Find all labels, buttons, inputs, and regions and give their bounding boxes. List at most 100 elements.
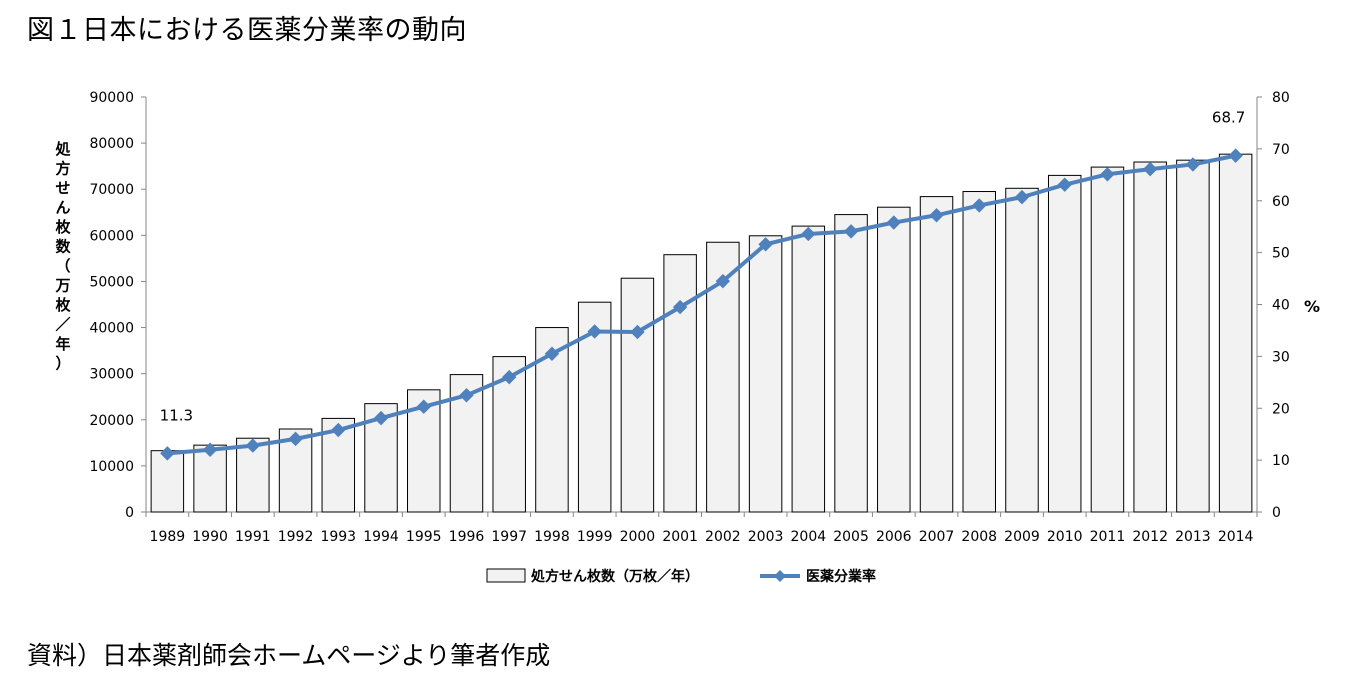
- rate-marker-1993: [331, 422, 346, 438]
- left-tick-label: 40000: [89, 321, 134, 337]
- bar-2013: [1176, 159, 1210, 513]
- right-tick-label: 60: [1272, 194, 1290, 210]
- bar-2012: [1133, 161, 1167, 513]
- left-tick-label: 50000: [89, 274, 134, 290]
- rate-marker-1999: [587, 324, 602, 339]
- x-tick-label: 1993: [320, 529, 356, 545]
- left-tick-label: 80000: [89, 136, 134, 152]
- x-tick-label: 2007: [919, 529, 955, 545]
- legend-bar-label: 処方せん枚数（万枚／年）: [530, 568, 699, 585]
- data-label-2014: 68.7: [1212, 109, 1245, 127]
- legend-bar-swatch: [486, 568, 526, 583]
- rate-marker-2013: [1185, 157, 1201, 172]
- x-tick-label: 2013: [1175, 529, 1211, 545]
- rate-marker-1991: [245, 438, 261, 453]
- right-tick-label: 70: [1272, 142, 1290, 158]
- x-tick-label: 2003: [748, 529, 784, 545]
- chart-labels: 11.3 68.7: [160, 109, 1246, 425]
- legend-line-marker: [774, 570, 786, 582]
- data-label-1989: 11.3: [160, 406, 193, 424]
- x-tick-label: 1990: [192, 529, 228, 545]
- rate-marker-2014: [1228, 148, 1243, 163]
- rate-marker-1992: [288, 431, 303, 447]
- right-tick-label: 80: [1272, 90, 1290, 106]
- rate-marker-1998: [544, 346, 560, 361]
- x-tick-label: 2005: [833, 529, 869, 545]
- bar-2007: [919, 196, 954, 513]
- right-tick-label: 30: [1272, 349, 1290, 365]
- right-tick-label: 10: [1272, 453, 1290, 469]
- x-tick-label: 1994: [363, 529, 399, 545]
- rate-marker-2001: [672, 299, 688, 315]
- left-tick-label: 90000: [89, 90, 134, 106]
- bar-2011: [1090, 166, 1125, 513]
- x-tick-label: 1995: [406, 529, 442, 545]
- rate-marker-2010: [1057, 177, 1072, 192]
- x-tick-label: 2012: [1132, 529, 1168, 545]
- right-tick-label: 50: [1272, 246, 1290, 262]
- x-tick-label: 2010: [1047, 529, 1083, 545]
- x-tick-label: 1998: [534, 529, 570, 545]
- y2-axis-label: %: [1304, 297, 1320, 316]
- right-tick-label: 40: [1272, 298, 1290, 314]
- bar-2006: [877, 206, 911, 513]
- bar-2001: [663, 254, 697, 513]
- x-tick-label: 2008: [961, 529, 997, 545]
- x-tick-label: 1991: [235, 529, 271, 545]
- bar-2014: [1218, 153, 1253, 513]
- rate-marker-2007: [929, 208, 944, 223]
- bar-2004: [791, 225, 826, 513]
- bar-2009: [1005, 187, 1039, 513]
- rate-marker-2000: [630, 324, 645, 340]
- rate-marker-2011: [1100, 167, 1115, 182]
- x-tick-label: 1996: [449, 529, 485, 545]
- x-tick-label: 2004: [791, 529, 827, 545]
- rate-marker-1995: [416, 399, 431, 414]
- left-tick-label: 70000: [89, 182, 134, 198]
- rate-marker-1990: [202, 442, 218, 457]
- x-tick-label: 2002: [705, 529, 741, 545]
- bar-series: [150, 153, 1253, 513]
- x-tick-label: 1997: [491, 529, 527, 545]
- x-tick-label: 1989: [150, 529, 186, 545]
- left-tick-label: 0: [125, 505, 134, 521]
- rate-marker-2012: [1142, 161, 1158, 177]
- bar-2003: [748, 235, 783, 513]
- x-tick-label: 2011: [1090, 529, 1126, 545]
- rate-marker-2005: [843, 224, 859, 239]
- rate-marker-1989: [160, 446, 175, 461]
- line-series: [160, 148, 1243, 461]
- rate-line: [167, 153, 1237, 456]
- x-tick-label: 1992: [278, 529, 314, 545]
- left-tick-label: 20000: [89, 413, 134, 429]
- x-tick-label: 2000: [620, 529, 656, 545]
- left-tick-label: 10000: [89, 459, 134, 475]
- bar-2008: [962, 191, 996, 513]
- bar-2010: [1047, 174, 1082, 513]
- rate-marker-2004: [801, 226, 816, 242]
- y-axis-label: 処方せん枚数（万枚／年）: [54, 140, 71, 373]
- source-note: 資料）日本薬剤師会ホームページより筆者作成: [27, 641, 551, 670]
- x-tick-label: 1999: [577, 529, 613, 545]
- x-tick-label: 2006: [876, 529, 912, 545]
- x-tick-label: 2001: [662, 529, 698, 545]
- bar-2000: [620, 277, 655, 513]
- rate-marker-2002: [715, 273, 731, 289]
- x-tick-label: 2009: [1004, 529, 1040, 545]
- x-tick-label: 2014: [1218, 529, 1254, 545]
- bar-2005: [834, 214, 868, 513]
- bar-1989: [150, 450, 185, 513]
- rate-marker-2003: [758, 237, 773, 252]
- rate-marker-1996: [459, 388, 474, 403]
- right-tick-label: 0: [1272, 505, 1281, 521]
- left-tick-label: 60000: [89, 228, 134, 244]
- rate-marker-2009: [1014, 189, 1030, 205]
- legend-line-label: 医薬分業率: [806, 568, 876, 585]
- left-tick-label: 30000: [89, 367, 134, 383]
- rate-marker-2006: [886, 215, 901, 230]
- rate-marker-1997: [502, 369, 517, 385]
- rate-marker-2008: [972, 198, 987, 213]
- right-tick-label: 20: [1272, 401, 1290, 417]
- page-title: 図１日本における医薬分業率の動向: [27, 15, 467, 46]
